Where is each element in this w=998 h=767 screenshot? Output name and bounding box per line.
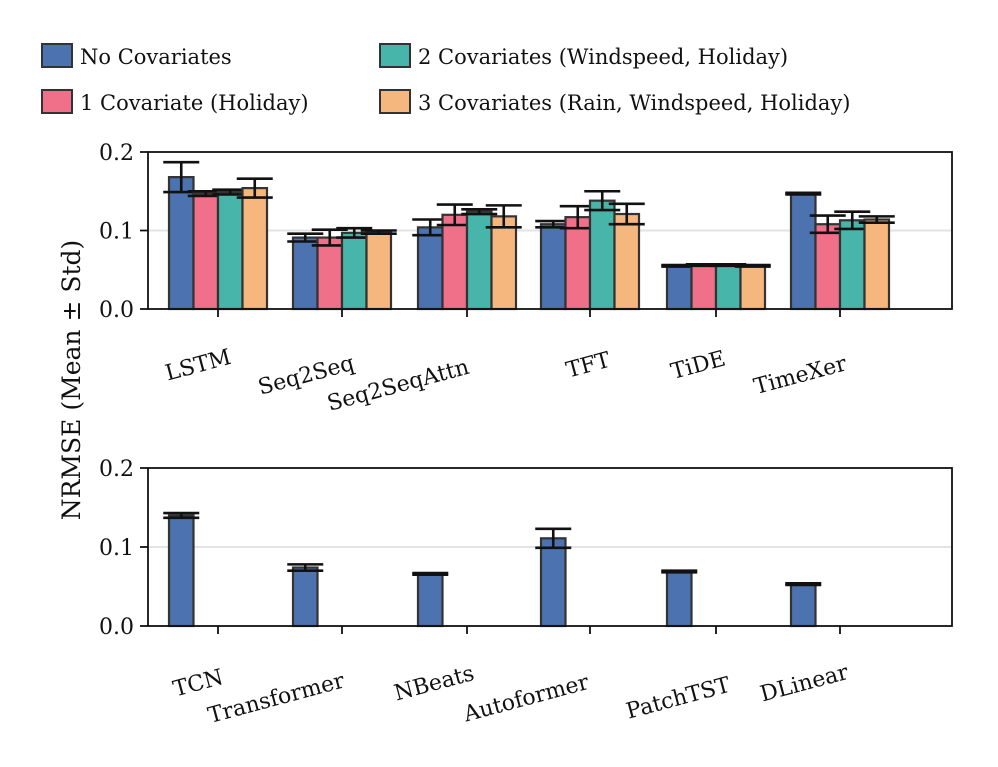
bar-nbeats-no-covariates bbox=[416, 572, 444, 628]
error-bar-tft-2-covariates-windspeed-holiday bbox=[584, 189, 621, 212]
legend-label-1-covariate: 1 Covariate (Holiday) bbox=[80, 91, 309, 115]
bar-lstm-3-covariates-rain-windspeed-holiday bbox=[241, 187, 269, 311]
x-tick-label-patchtst: PatchTST bbox=[624, 673, 734, 725]
bar-seq2seqattn-no-covariates bbox=[416, 226, 444, 311]
y-tick-label-top-1: 0.1 bbox=[99, 220, 134, 245]
legend: No Covariates 2 Covariates (Windspeed, H… bbox=[41, 43, 851, 115]
bar-tide-3-covariates-rain-windspeed-holiday bbox=[739, 264, 767, 311]
x-tick-label-transformer: Transformer bbox=[205, 668, 347, 729]
bar-patchtst-no-covariates bbox=[665, 570, 693, 628]
bar-lstm-2-covariates-windspeed-holiday bbox=[216, 190, 244, 311]
bar-autoformer-no-covariates bbox=[539, 537, 567, 628]
bar-tide-1-covariate-holiday bbox=[690, 263, 718, 311]
bar-tft-no-covariates bbox=[539, 223, 567, 311]
bar-dlinear-no-covariates bbox=[789, 583, 817, 628]
error-bar-patchtst-no-covariates bbox=[661, 569, 698, 574]
legend-swatch-3-covariates bbox=[379, 89, 411, 114]
bar-transformer-no-covariates bbox=[291, 566, 319, 628]
bar-seq2seqattn-3-covariates-rain-windspeed-holiday bbox=[490, 215, 518, 311]
x-tick-label-tide: TiDE bbox=[668, 346, 728, 384]
bar-timexer-2-covariates-windspeed-holiday bbox=[838, 219, 866, 311]
bar-seq2seq-1-covariate-holiday bbox=[316, 236, 344, 311]
y-axis-label: NRMSE (Mean ± Std) bbox=[57, 240, 86, 521]
error-bar-seq2seq-3-covariates-rain-windspeed-holiday bbox=[360, 229, 397, 235]
bar-tft-3-covariates-rain-windspeed-holiday bbox=[613, 212, 641, 311]
legend-swatch-no-covariates bbox=[41, 43, 73, 68]
bar-tcn-no-covariates bbox=[167, 514, 195, 628]
legend-label-3-covariates: 3 Covariates (Rain, Windspeed, Holiday) bbox=[418, 91, 851, 115]
error-bar-autoformer-no-covariates bbox=[535, 527, 572, 550]
error-bar-tft-3-covariates-rain-windspeed-holiday bbox=[608, 202, 645, 226]
error-bar-transformer-no-covariates bbox=[287, 563, 324, 573]
legend-label-no-covariates: No Covariates bbox=[80, 45, 232, 69]
y-tick-label-bottom-2: 0.2 bbox=[99, 457, 134, 482]
bar-timexer-no-covariates bbox=[789, 192, 817, 311]
legend-swatch-2-covariates bbox=[379, 43, 411, 68]
x-tick-label-tcn: TCN bbox=[171, 665, 227, 702]
error-bar-dlinear-no-covariates bbox=[785, 582, 822, 587]
error-bar-lstm-3-covariates-rain-windspeed-holiday bbox=[236, 177, 273, 199]
y-tick-label-top-2: 0.2 bbox=[99, 141, 134, 166]
error-bar-seq2seqattn-2-covariates-windspeed-holiday bbox=[461, 208, 498, 216]
bar-seq2seqattn-1-covariate-holiday bbox=[441, 213, 469, 311]
bar-tft-1-covariate-holiday bbox=[564, 216, 592, 311]
bar-timexer-1-covariate-holiday bbox=[814, 223, 842, 311]
x-tick-label-autoformer: Autoformer bbox=[460, 670, 592, 728]
bar-tide-2-covariates-windspeed-holiday bbox=[714, 263, 742, 311]
y-tick-label-bottom-1: 0.1 bbox=[99, 536, 134, 561]
error-bar-nbeats-no-covariates bbox=[412, 571, 449, 576]
bar-timexer-3-covariates-rain-windspeed-holiday bbox=[863, 218, 891, 311]
y-tick-label-top-0: 0.0 bbox=[99, 298, 134, 323]
error-bar-seq2seqattn-3-covariates-rain-windspeed-holiday bbox=[485, 204, 522, 229]
bar-seq2seq-no-covariates bbox=[291, 236, 319, 311]
error-bar-tcn-no-covariates bbox=[163, 511, 200, 520]
x-tick-label-nbeats: NBeats bbox=[392, 661, 477, 706]
bar-lstm-1-covariate-holiday bbox=[192, 192, 220, 311]
legend-label-2-covariates: 2 Covariates (Windspeed, Holiday) bbox=[418, 45, 788, 69]
legend-swatch-1-covariate bbox=[41, 89, 73, 114]
x-tick-label-tft: TFT bbox=[564, 348, 614, 384]
x-tick-label-timexer: TimeXer bbox=[751, 351, 849, 400]
bar-seq2seq-2-covariates-windspeed-holiday bbox=[340, 231, 368, 311]
x-tick-label-lstm: LSTM bbox=[163, 345, 234, 386]
error-bar-tide-3-covariates-rain-windspeed-holiday bbox=[734, 263, 771, 268]
bar-seq2seq-3-covariates-rain-windspeed-holiday bbox=[365, 230, 393, 311]
y-tick-label-bottom-0: 0.0 bbox=[99, 615, 134, 640]
error-bar-timexer-3-covariates-rain-windspeed-holiday bbox=[858, 215, 895, 224]
x-tick-label-dlinear: DLinear bbox=[758, 660, 852, 708]
bar-tide-no-covariates bbox=[665, 264, 693, 311]
error-bar-timexer-no-covariates bbox=[785, 191, 822, 196]
bar-tft-2-covariates-windspeed-holiday bbox=[588, 199, 616, 311]
